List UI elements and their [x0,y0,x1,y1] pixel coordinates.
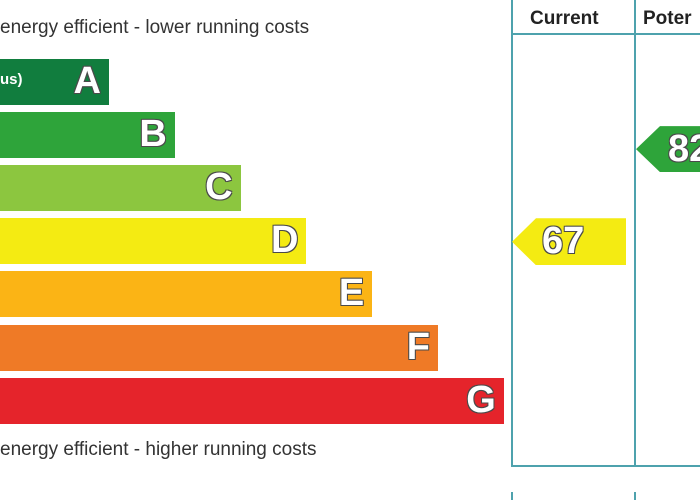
band-g: G [0,377,504,424]
potential-column-header: Poter [643,8,692,29]
current-column-bottom-tick [511,492,513,500]
current-rating-value: 67 [542,220,585,263]
potential-column-left-line [634,0,636,466]
band-letter-g: G [466,378,496,421]
band-a: us) A [0,59,109,105]
band-letter-d: D [270,219,299,262]
band-c: C [0,165,241,212]
band-letter-f: F [406,325,430,368]
current-column-left-line [511,0,513,466]
header-bottom-line [511,33,700,35]
top-caption: energy efficient - lower running costs [0,17,310,38]
potential-rating-value: 82 [668,128,700,171]
band-letter-b: B [139,113,167,156]
band-b: B [0,112,175,159]
band-d: D [0,218,307,265]
band-range-a: us) [0,71,23,88]
bottom-caption: energy efficient - higher running costs [0,439,317,460]
potential-rating-arrow: 82 [636,126,700,173]
band-f: F [0,324,438,371]
band-e: E [0,271,373,318]
current-column-header: Current [530,8,599,29]
band-letter-a: A [73,60,101,102]
band-letter-c: C [205,166,233,209]
band-letter-e: E [338,272,365,315]
table-bottom-line [511,465,700,467]
current-rating-arrow: 67 [512,218,626,266]
potential-column-bottom-tick [634,492,636,500]
